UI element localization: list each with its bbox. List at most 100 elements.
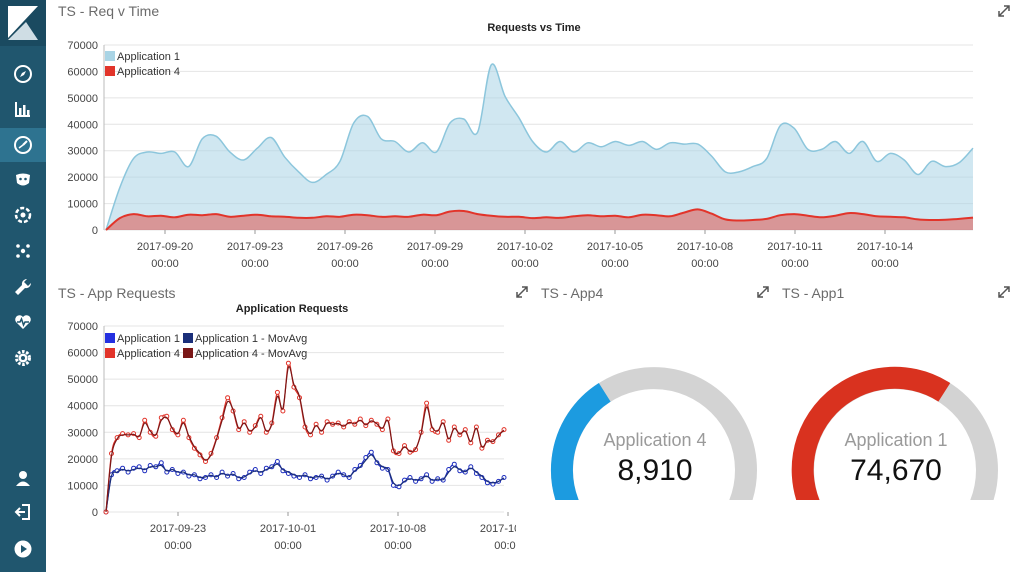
data-point — [274, 389, 280, 395]
x-tick-sublabel: 00:00 — [601, 258, 629, 270]
sidebar-item-discover[interactable] — [0, 57, 46, 91]
sidebar-item-collapse[interactable] — [0, 532, 46, 566]
gauge-app4-label: Application 4 — [603, 430, 707, 450]
sidebar-item-user[interactable] — [0, 461, 46, 495]
gauge-fill — [791, 366, 951, 500]
chart-legend: Application 1 Application 1 - MovAvg Appli… — [105, 333, 307, 360]
x-tick-label: 2017-10-08 — [677, 241, 733, 253]
panel-title-app4: TS - App4 — [541, 285, 604, 301]
x-tick-label: 2017-10-01 — [260, 523, 316, 535]
kibana-logo-icon — [8, 6, 38, 40]
x-tick-label: 2017-09-26 — [317, 241, 373, 253]
data-point — [280, 408, 286, 414]
expand-icon[interactable] — [757, 286, 769, 298]
legend-swatch — [183, 348, 193, 358]
x-tick-sublabel: 00:00 — [151, 258, 179, 270]
legend-label: Application 4 — [117, 66, 180, 78]
sidebar-item-dev-tools[interactable] — [0, 198, 46, 232]
y-tick-label: 10000 — [67, 480, 98, 492]
sidebar-item-monitoring[interactable] — [0, 305, 46, 339]
x-tick-label: 2017-10-02 — [497, 241, 553, 253]
expand-icon[interactable] — [998, 286, 1010, 298]
x-tick-label: 2017-10-05 — [587, 241, 643, 253]
gauge-app1-value: 74,670 — [850, 454, 942, 487]
panel-title-req-v-time: TS - Req v Time — [58, 3, 160, 19]
x-tick-label: 2017-10-11 — [767, 241, 822, 253]
sidebar-item-ml[interactable] — [0, 234, 46, 268]
data-point — [313, 421, 319, 427]
sidebar-item-settings[interactable] — [0, 341, 46, 375]
dev-tools-icon — [14, 206, 32, 224]
legend-label: Application 4 — [117, 348, 180, 360]
x-tick-sublabel: 00:00 — [241, 258, 269, 270]
x-tick-sublabel: 00:00 — [384, 540, 412, 552]
expand-icon[interactable] — [516, 286, 528, 298]
x-tick-label: 2017-10-16 — [480, 523, 516, 535]
x-tick-sublabel: 00:00 — [511, 258, 539, 270]
kibana-logo[interactable] — [0, 0, 46, 46]
sidebar-item-logout[interactable] — [0, 495, 46, 529]
sidebar-item-timelion[interactable] — [0, 163, 46, 197]
legend-swatch — [105, 333, 115, 343]
requests-vs-time-chart: Requests vs Time 0 10000 20000 30000 40000 500… — [67, 22, 974, 270]
x-tick-label: 2017-09-20 — [137, 241, 193, 253]
data-point — [225, 395, 231, 401]
series-line — [105, 63, 974, 231]
sidebar-item-dashboard[interactable] — [0, 128, 46, 162]
series-area — [106, 209, 973, 230]
x-tick-sublabel: 00:00 — [494, 540, 516, 552]
legend-label: Application 1 - MovAvg — [195, 333, 307, 345]
series-line — [105, 208, 974, 231]
legend-swatch — [105, 348, 115, 358]
x-tick-label: 2017-09-23 — [150, 523, 206, 535]
y-tick-label: 20000 — [67, 454, 98, 466]
chart-legend: Application 1 Application 4 — [105, 51, 180, 78]
x-tick-label: 2017-10-08 — [370, 523, 426, 535]
series-line — [105, 454, 505, 513]
chart-title: Application Requests — [236, 303, 348, 315]
gauge-fill — [550, 383, 611, 500]
expand-icon[interactable] — [998, 5, 1010, 17]
y-tick-label: 30000 — [67, 427, 98, 439]
chart-title: Requests vs Time — [487, 22, 580, 34]
sidebar-item-management[interactable] — [0, 270, 46, 304]
gauge-app4 — [550, 367, 757, 500]
legend-swatch — [105, 51, 115, 61]
x-tick-label: 2017-10-14 — [857, 241, 913, 253]
y-tick-label: 30000 — [67, 146, 98, 158]
y-tick-label: 50000 — [67, 93, 98, 105]
bar-chart-icon — [15, 102, 30, 117]
user-icon — [16, 471, 30, 486]
data-point — [451, 461, 457, 467]
x-tick-sublabel: 00:00 — [421, 258, 449, 270]
x-tick-sublabel: 00:00 — [691, 258, 719, 270]
legend-label: Application 4 - MovAvg — [195, 348, 307, 360]
legend-label: Application 1 — [117, 333, 180, 345]
panel-title-app-requests: TS - App Requests — [58, 285, 176, 301]
series-line — [105, 365, 505, 513]
data-point — [285, 360, 291, 366]
y-tick-label: 20000 — [67, 172, 98, 184]
x-tick-sublabel: 00:00 — [331, 258, 359, 270]
y-tick-label: 40000 — [67, 401, 98, 413]
application-requests-chart: Application Requests 0 10000 20000 30000 4000… — [67, 303, 516, 552]
gauge-app1 — [791, 366, 998, 500]
panel-title-app1: TS - App1 — [782, 285, 845, 301]
wrench-icon — [15, 278, 32, 295]
y-tick-label: 60000 — [67, 66, 98, 78]
y-tick-label: 70000 — [67, 321, 98, 333]
data-point — [424, 400, 430, 406]
ml-icon — [16, 244, 30, 258]
legend-label: Application 1 — [117, 51, 180, 63]
data-point — [180, 417, 186, 423]
x-tick-sublabel: 00:00 — [274, 540, 302, 552]
logout-icon — [14, 504, 30, 520]
legend-swatch — [105, 66, 115, 76]
sidebar-item-visualize[interactable] — [0, 92, 46, 126]
gauge-app4-value: 8,910 — [617, 454, 693, 487]
data-point — [241, 419, 247, 425]
y-tick-label: 0 — [92, 507, 98, 519]
x-tick-label: 2017-09-23 — [227, 241, 283, 253]
y-tick-label: 70000 — [67, 40, 98, 52]
y-tick-label: 10000 — [67, 199, 98, 211]
